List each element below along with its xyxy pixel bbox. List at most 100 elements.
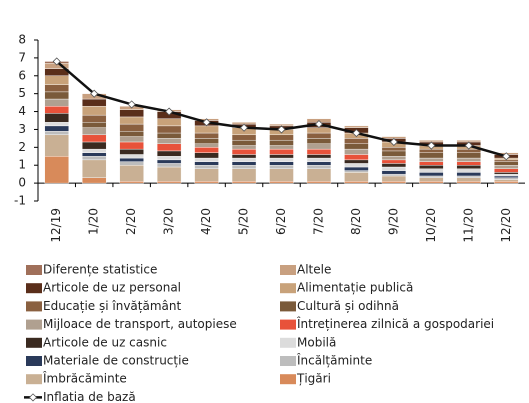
bar-segment bbox=[306, 157, 332, 162]
legend-label: Încălțăminte bbox=[296, 353, 372, 368]
bar-segment bbox=[156, 166, 182, 182]
bar-segment bbox=[306, 154, 332, 159]
bar-segment bbox=[231, 134, 257, 141]
bar-segment bbox=[456, 157, 481, 162]
bar-segment bbox=[231, 168, 257, 182]
bar-segment bbox=[269, 165, 294, 170]
x-tick-label: 8/20 bbox=[349, 208, 363, 235]
bar-segment bbox=[269, 161, 294, 166]
y-tick-label: 4 bbox=[18, 104, 26, 118]
x-tick-label: 1/20 bbox=[87, 208, 101, 235]
bar-segment bbox=[156, 125, 182, 134]
legend-swatch bbox=[26, 356, 42, 366]
legend-label: Articole de uz casnic bbox=[43, 335, 167, 349]
bar-segment bbox=[269, 139, 294, 146]
bar-segment bbox=[194, 147, 219, 153]
legend-marker bbox=[28, 393, 38, 402]
bar-segment bbox=[82, 127, 107, 136]
bar-segment bbox=[119, 165, 144, 182]
bar-segment bbox=[119, 141, 144, 150]
bar-segment bbox=[419, 177, 444, 182]
bar-segment bbox=[231, 148, 257, 155]
bar-segment bbox=[269, 168, 294, 182]
bar-segment bbox=[82, 134, 107, 143]
legend-label: Diferențe statistice bbox=[43, 263, 157, 277]
line-marker bbox=[239, 123, 249, 132]
bar-segment bbox=[44, 98, 69, 107]
bar-segment bbox=[456, 161, 481, 166]
bar-segment bbox=[119, 154, 144, 159]
bar-segment bbox=[494, 179, 519, 182]
legend-label: Articole de uz personal bbox=[43, 281, 181, 295]
line-marker bbox=[314, 120, 324, 129]
bar-segment bbox=[456, 152, 481, 159]
bar-segment bbox=[306, 161, 332, 166]
bar-segment bbox=[269, 134, 294, 141]
bar-segment bbox=[344, 172, 369, 182]
bar-segment bbox=[156, 150, 182, 157]
bar-segment bbox=[419, 157, 444, 162]
x-tick-label: 12/19 bbox=[49, 208, 63, 243]
bar-segment bbox=[44, 131, 69, 136]
bar-segment bbox=[306, 148, 332, 155]
bar-segment bbox=[44, 84, 69, 93]
bar-segment bbox=[494, 168, 519, 173]
bar-segment bbox=[381, 170, 407, 175]
bar-segment bbox=[419, 165, 444, 170]
bar-segment bbox=[231, 157, 257, 162]
bar-segment bbox=[344, 125, 369, 128]
bar-segment bbox=[44, 122, 69, 127]
line-marker bbox=[389, 137, 398, 147]
bar-segment bbox=[156, 181, 182, 184]
legend-label: Îmbrăcăminte bbox=[42, 371, 127, 386]
legend-swatch bbox=[26, 301, 42, 312]
bar-segment bbox=[306, 165, 332, 170]
bar-segment bbox=[119, 109, 144, 118]
bar-segment bbox=[82, 152, 107, 157]
bar-segment bbox=[456, 181, 481, 184]
bar-segment bbox=[44, 75, 69, 85]
bar-segment bbox=[306, 127, 332, 134]
y-tick-label: 7 bbox=[18, 50, 26, 64]
bar-segment bbox=[156, 143, 182, 152]
bar-segment bbox=[344, 170, 369, 173]
bar-segment bbox=[194, 132, 219, 139]
line-marker bbox=[464, 141, 473, 150]
bar-segment bbox=[194, 157, 219, 162]
legend-label: Alimentație publică bbox=[297, 281, 413, 295]
bar-segment bbox=[269, 148, 294, 155]
bar-segment bbox=[156, 163, 182, 168]
y-tick-label: 1 bbox=[18, 158, 26, 172]
bar-segment bbox=[494, 175, 519, 178]
legend-label: Mobilă bbox=[297, 335, 336, 349]
legend-label: Inflatia de bază bbox=[43, 390, 136, 403]
legend-swatch bbox=[26, 337, 42, 348]
x-tick-label: 4/20 bbox=[199, 208, 213, 235]
bar-segment bbox=[344, 166, 369, 171]
bar-segment bbox=[82, 177, 107, 184]
bar-segment bbox=[231, 139, 257, 146]
bar-segment bbox=[194, 181, 219, 184]
bar-segment bbox=[269, 181, 294, 184]
line-marker bbox=[52, 57, 61, 66]
bar-segment bbox=[456, 168, 481, 173]
bar-segment bbox=[156, 118, 182, 127]
bar-segment bbox=[82, 148, 107, 153]
bar-segment bbox=[419, 152, 444, 159]
line-marker bbox=[427, 141, 436, 150]
bar-segment bbox=[119, 181, 144, 184]
y-tick-label: 8 bbox=[18, 33, 26, 47]
bar-segment bbox=[306, 143, 332, 150]
x-tick-label: 2/20 bbox=[124, 208, 138, 235]
bar-segment bbox=[456, 175, 481, 178]
legend-swatch bbox=[26, 283, 42, 294]
bar-segment bbox=[269, 145, 294, 150]
bar-segment bbox=[194, 143, 219, 148]
x-tick-label: 11/20 bbox=[461, 208, 475, 243]
bar-segment bbox=[344, 154, 369, 161]
bar-segment bbox=[381, 159, 407, 164]
legend-label: Educație și învățământ bbox=[43, 299, 181, 313]
legend-label: Cultură și odihnă bbox=[297, 299, 399, 313]
x-tick-label: 7/20 bbox=[311, 208, 325, 235]
bar-segment bbox=[419, 168, 444, 173]
